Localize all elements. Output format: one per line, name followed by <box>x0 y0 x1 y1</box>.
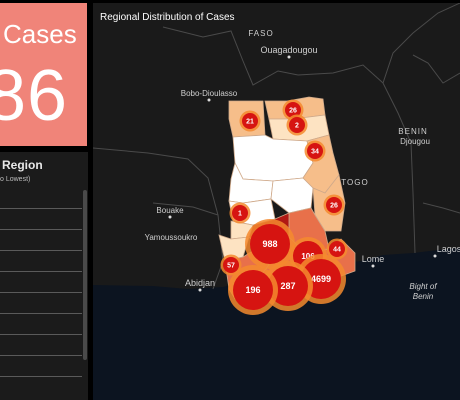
cases-title: Cases <box>3 19 77 49</box>
case-marker-dot <box>289 117 305 133</box>
city-dot <box>207 98 211 102</box>
case-marker-label: 44 <box>333 246 341 253</box>
case-marker-dot <box>250 224 290 264</box>
city-dot <box>433 254 437 258</box>
region-list-row[interactable] <box>0 213 82 230</box>
case-marker[interactable]: 57 <box>220 254 242 276</box>
case-marker-dot <box>232 205 248 221</box>
case-marker[interactable]: 44 <box>326 238 348 260</box>
region-list-title: Region <box>2 158 43 172</box>
place-label-abidjan: Abidjan <box>185 278 215 288</box>
case-marker-label: 287 <box>280 281 295 291</box>
list-scrollbar[interactable] <box>83 190 87 360</box>
city-dot <box>168 215 172 219</box>
map-panel[interactable]: Regional Distribution of Cases <box>93 3 460 400</box>
case-marker-dot <box>242 113 258 129</box>
region-list-row[interactable] <box>0 192 82 209</box>
case-marker-label: 57 <box>227 262 235 269</box>
place-label-togo: TOGO <box>341 178 368 187</box>
case-marker-label: 4699 <box>311 274 331 284</box>
place-labels: FASO Ouagadougou Bobo-Dioulasso BENINDjougo… <box>145 29 460 301</box>
country-borders <box>93 3 460 290</box>
place-label-benin: BENIN <box>398 127 427 136</box>
case-marker-dot <box>223 257 239 273</box>
ocean-area <box>93 248 460 400</box>
case-marker-label: 26 <box>330 202 338 209</box>
case-marker-dot <box>326 197 342 213</box>
case-marker[interactable]: 2 <box>286 114 308 136</box>
case-marker-dot <box>233 270 273 310</box>
place-label-bobo-dioulasso: Bobo-Dioulasso <box>181 89 238 98</box>
case-marker-label: 21 <box>246 118 254 125</box>
cases-count: 86 <box>0 56 69 136</box>
case-marker-dot <box>307 143 323 159</box>
case-marker-label: 1 <box>238 210 242 217</box>
case-marker-dot <box>329 241 345 257</box>
cases-panel: Cases 86 <box>0 3 87 146</box>
region-list-row[interactable] <box>0 339 82 356</box>
case-marker-label: 988 <box>262 239 277 249</box>
region-northern <box>232 134 314 182</box>
place-label-yamoussoukro: Yamoussoukro <box>145 233 198 242</box>
case-marker[interactable]: 26 <box>323 194 345 216</box>
place-label-djougou: Djougou <box>400 137 430 146</box>
city-dot <box>371 264 375 268</box>
region-list-row[interactable] <box>0 276 82 293</box>
case-marker-label: 196 <box>245 285 260 295</box>
map-title: Regional Distribution of Cases <box>100 12 235 23</box>
place-label-faso: FASO <box>248 29 273 38</box>
place-label-bight-of-benin: Bight of Benin <box>409 282 437 301</box>
case-marker-dot <box>268 266 308 306</box>
place-label-bouake: Bouake <box>156 206 184 215</box>
region-list-row[interactable] <box>0 297 82 314</box>
city-dot <box>198 288 202 292</box>
case-marker[interactable]: 196 <box>228 265 278 315</box>
case-marker-label: 26 <box>289 107 297 114</box>
case-marker-dot <box>285 102 301 118</box>
place-label-lagos: Lagos <box>437 244 460 254</box>
region-list-subtitle: o Lowest) <box>0 176 31 183</box>
region-list-row[interactable] <box>0 318 82 335</box>
case-marker[interactable]: 21 <box>239 110 261 132</box>
case-marker[interactable]: 988 <box>245 219 295 269</box>
case-marker-label: 34 <box>311 148 319 155</box>
case-marker-label: 106 <box>301 252 315 261</box>
place-label-lome: Lome <box>362 254 385 264</box>
region-list-panel: Region o Lowest) <box>0 152 88 400</box>
region-list-row[interactable] <box>0 234 82 251</box>
region-list-row[interactable] <box>0 255 82 272</box>
region-bono-east <box>270 177 314 214</box>
region-list-row[interactable] <box>0 360 82 377</box>
case-markers: 21 26 2 34 26 1 988 106 44 57 4699 287 196 <box>220 99 348 315</box>
city-dot <box>287 55 291 59</box>
case-marker[interactable]: 34 <box>304 140 326 162</box>
map-canvas[interactable]: FASO Ouagadougou Bobo-Dioulasso BENINDjougo… <box>93 3 460 400</box>
place-label-ouagadougou: Ouagadougou <box>260 45 317 55</box>
case-marker[interactable]: 1 <box>229 202 251 224</box>
case-marker-label: 2 <box>295 122 299 129</box>
